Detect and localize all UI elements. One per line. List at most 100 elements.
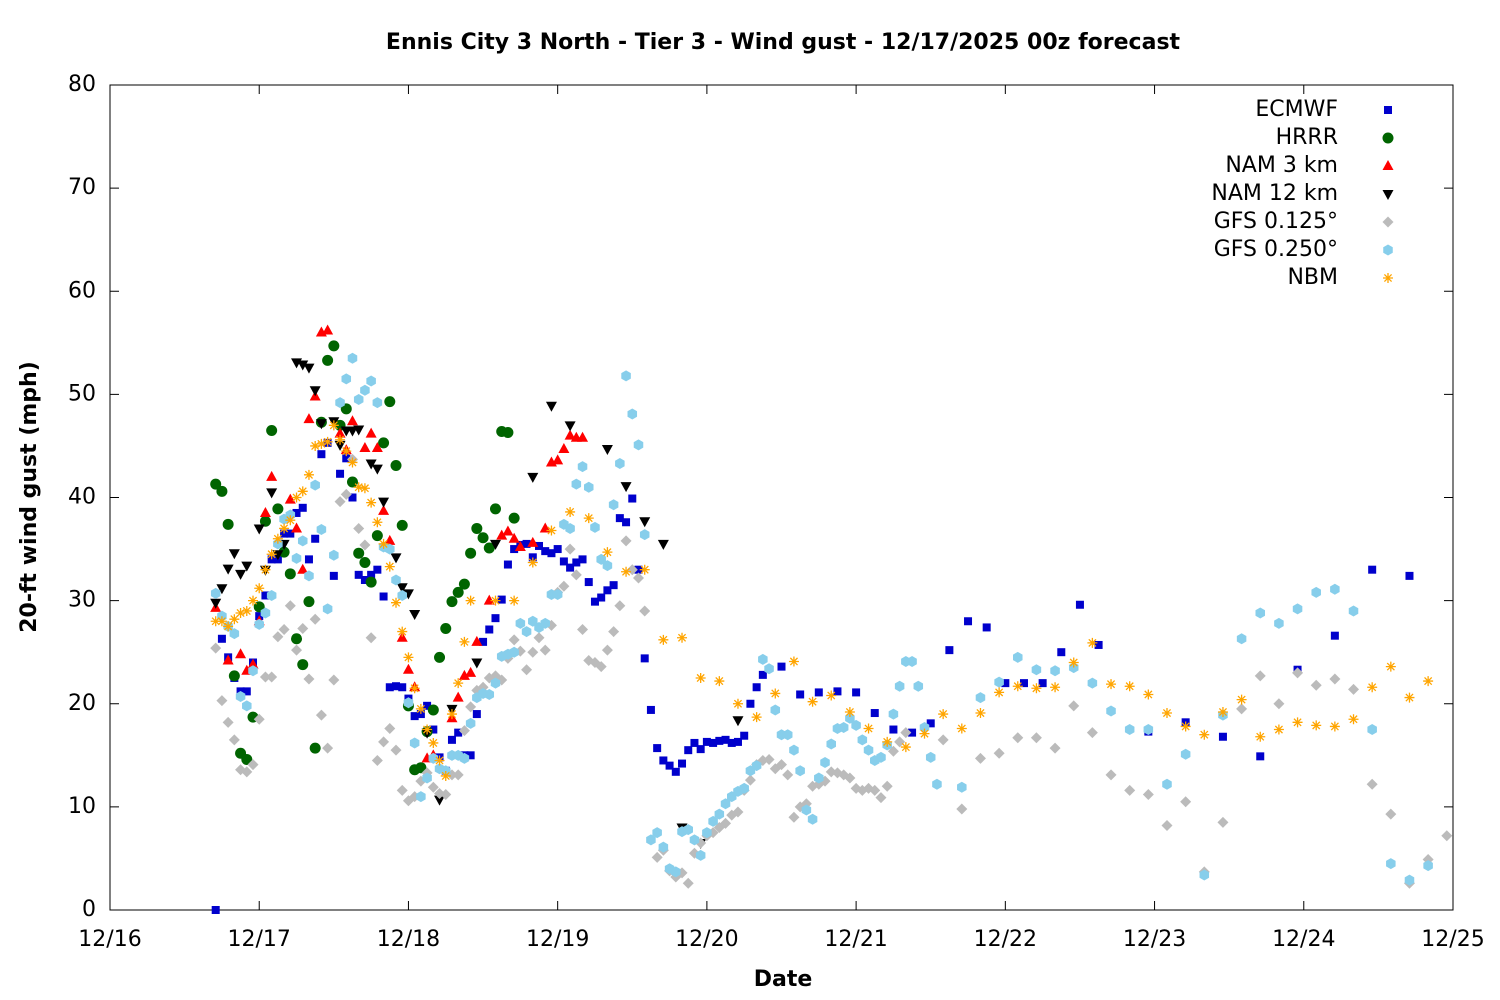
marker-circle <box>446 596 458 608</box>
marker-asterisk <box>751 712 762 723</box>
marker-square <box>982 623 991 632</box>
marker-square <box>572 558 581 567</box>
marker-square <box>497 595 506 604</box>
marker-hexagon <box>366 375 376 387</box>
marker-triangle-up <box>471 635 483 646</box>
marker-square <box>286 529 295 538</box>
marker-square <box>740 731 749 740</box>
marker-asterisk <box>658 634 669 645</box>
marker-hexagon <box>1386 858 1396 870</box>
marker-triangle-up <box>465 666 477 677</box>
marker-asterisk <box>459 636 470 647</box>
marker-hexagon <box>608 499 619 511</box>
marker-square <box>1218 732 1227 741</box>
marker-square <box>510 545 519 554</box>
marker-asterisk <box>527 557 538 568</box>
marker-triangle-down <box>297 360 309 371</box>
marker-diamond <box>303 673 315 685</box>
marker-square <box>1405 571 1414 580</box>
marker-hexagon <box>242 700 252 712</box>
marker-triangle-up <box>396 631 408 642</box>
marker-hexagon <box>1404 874 1415 886</box>
marker-square <box>1368 565 1377 574</box>
marker-diamond <box>651 851 663 863</box>
marker-square <box>758 670 767 679</box>
marker-diamond <box>614 600 626 612</box>
marker-diamond <box>1385 808 1397 820</box>
marker-square <box>964 617 973 626</box>
marker-asterisk <box>546 525 557 536</box>
marker-asterisk <box>1143 689 1154 700</box>
marker-circle <box>297 659 309 671</box>
marker-hexagon <box>490 677 501 689</box>
marker-asterisk <box>372 517 383 528</box>
marker-circle <box>309 742 321 754</box>
marker-square <box>261 591 270 600</box>
marker-triangle-up <box>359 442 371 452</box>
marker-hexagon <box>304 570 314 582</box>
marker-circle <box>1382 132 1394 144</box>
marker-diamond <box>744 774 756 786</box>
marker-asterisk <box>695 672 706 683</box>
marker-hexagon <box>403 697 414 709</box>
marker-asterisk <box>428 737 439 748</box>
marker-square <box>280 529 289 538</box>
marker-square <box>733 737 742 746</box>
marker-diamond <box>788 811 800 823</box>
marker-square <box>659 756 668 765</box>
marker-hexagon <box>1162 778 1172 790</box>
marker-square <box>1038 679 1047 688</box>
marker-hexagon <box>770 704 781 716</box>
y-tick-label: 10 <box>68 794 96 819</box>
y-tick-label: 0 <box>82 897 96 922</box>
marker-circle <box>489 503 501 515</box>
marker-asterisk <box>788 656 799 667</box>
marker-diamond <box>1124 784 1136 796</box>
marker-circle <box>328 340 340 352</box>
marker-hexagon <box>316 523 327 535</box>
marker-hexagon <box>540 617 550 629</box>
marker-diamond <box>396 784 408 796</box>
marker-hexagon <box>838 721 849 733</box>
x-tick-label: 12/18 <box>377 927 440 952</box>
marker-asterisk <box>770 688 781 699</box>
marker-hexagon <box>720 798 731 810</box>
marker-hexagon <box>639 529 650 541</box>
marker-triangle-down <box>601 445 613 456</box>
marker-circle <box>390 460 402 472</box>
marker-triangle-down <box>564 421 576 432</box>
marker-triangle-up <box>452 691 464 702</box>
marker-triangle-down <box>303 363 315 374</box>
marker-square <box>646 705 655 714</box>
marker-diamond <box>222 716 234 728</box>
marker-asterisk <box>422 724 433 735</box>
marker-diamond <box>241 766 253 778</box>
marker-asterisk <box>1367 682 1378 693</box>
marker-square <box>360 576 369 584</box>
marker-diamond <box>539 644 551 656</box>
marker-square <box>653 744 662 753</box>
marker-hexagon <box>1367 724 1377 736</box>
marker-circle <box>502 427 514 439</box>
marker-triangle-up <box>371 442 383 452</box>
marker-diamond <box>322 742 334 754</box>
marker-square <box>429 725 438 734</box>
marker-hexagon <box>335 397 345 409</box>
marker-circle <box>241 753 253 765</box>
marker-diamond <box>682 877 694 889</box>
y-tick-label: 30 <box>68 588 96 613</box>
marker-square <box>336 469 345 478</box>
marker-diamond <box>1142 789 1154 800</box>
marker-asterisk <box>446 709 457 720</box>
marker-asterisk <box>359 483 370 494</box>
marker-triangle-up <box>508 532 520 543</box>
marker-hexagon <box>851 719 861 731</box>
marker-hexagon <box>1383 244 1393 256</box>
marker-hexagon <box>652 827 662 839</box>
marker-hexagon <box>1143 724 1154 736</box>
marker-diamond <box>359 539 371 551</box>
marker-triangle-up <box>235 648 247 659</box>
marker-diamond <box>595 661 607 673</box>
marker-hexagon <box>1199 869 1210 881</box>
marker-triangle-up <box>527 536 539 547</box>
